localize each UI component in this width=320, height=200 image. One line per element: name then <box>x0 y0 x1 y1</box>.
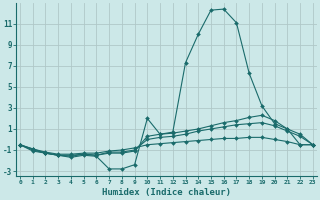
X-axis label: Humidex (Indice chaleur): Humidex (Indice chaleur) <box>102 188 231 197</box>
